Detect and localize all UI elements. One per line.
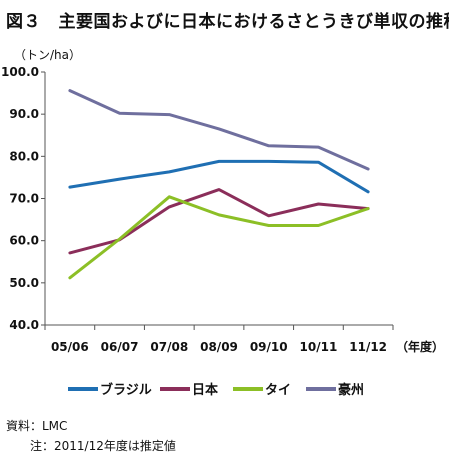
y-tick-label: 100.0 xyxy=(1,65,39,79)
series-line-豪州 xyxy=(68,89,370,171)
y-tick-label: 70.0 xyxy=(9,192,39,206)
y-tick-label: 90.0 xyxy=(9,107,39,121)
x-tick-label: 06/07 xyxy=(101,340,139,354)
source-note: 資料：LMC xyxy=(6,419,68,433)
legend: ブラジル 日本 タイ 豪州 xyxy=(68,382,364,398)
legend-label: 日本 xyxy=(192,382,218,398)
series-lines xyxy=(68,89,370,280)
legend-label: タイ xyxy=(265,383,291,398)
y-tick-label: 40.0 xyxy=(9,318,39,332)
x-tick-label: 07/08 xyxy=(150,340,188,354)
legend-label: 豪州 xyxy=(338,382,364,398)
legend-label: ブラジル xyxy=(100,382,152,398)
x-tick-label: 08/09 xyxy=(200,340,238,354)
y-tick-labels: 40.0 50.0 60.0 70.0 80.0 90.0 100.0 xyxy=(1,65,39,332)
y-axis-unit-label: （トン/ha） xyxy=(14,48,82,62)
y-tick-label: 60.0 xyxy=(9,234,39,248)
x-tick-labels: 05/06 06/07 07/08 08/09 09/10 10/11 11/12 （年度） xyxy=(51,339,444,354)
estimate-note: 注：2011/12年度は推定値 xyxy=(30,439,176,453)
series-line-ブラジル xyxy=(68,159,370,194)
series-line-タイ xyxy=(68,195,370,280)
x-tick-label: 10/11 xyxy=(300,340,338,354)
axes xyxy=(41,71,394,330)
chart-title: 図３ 主要国およびに日本におけるさとうきび単収の推移 xyxy=(6,12,449,32)
x-tick-label: 05/06 xyxy=(51,340,89,354)
x-axis-suffix: （年度） xyxy=(396,339,444,354)
y-tick-label: 80.0 xyxy=(9,149,39,163)
x-tick-label: 11/12 xyxy=(349,340,387,354)
y-tick-label: 50.0 xyxy=(9,276,39,290)
x-tick-label: 09/10 xyxy=(250,340,288,354)
